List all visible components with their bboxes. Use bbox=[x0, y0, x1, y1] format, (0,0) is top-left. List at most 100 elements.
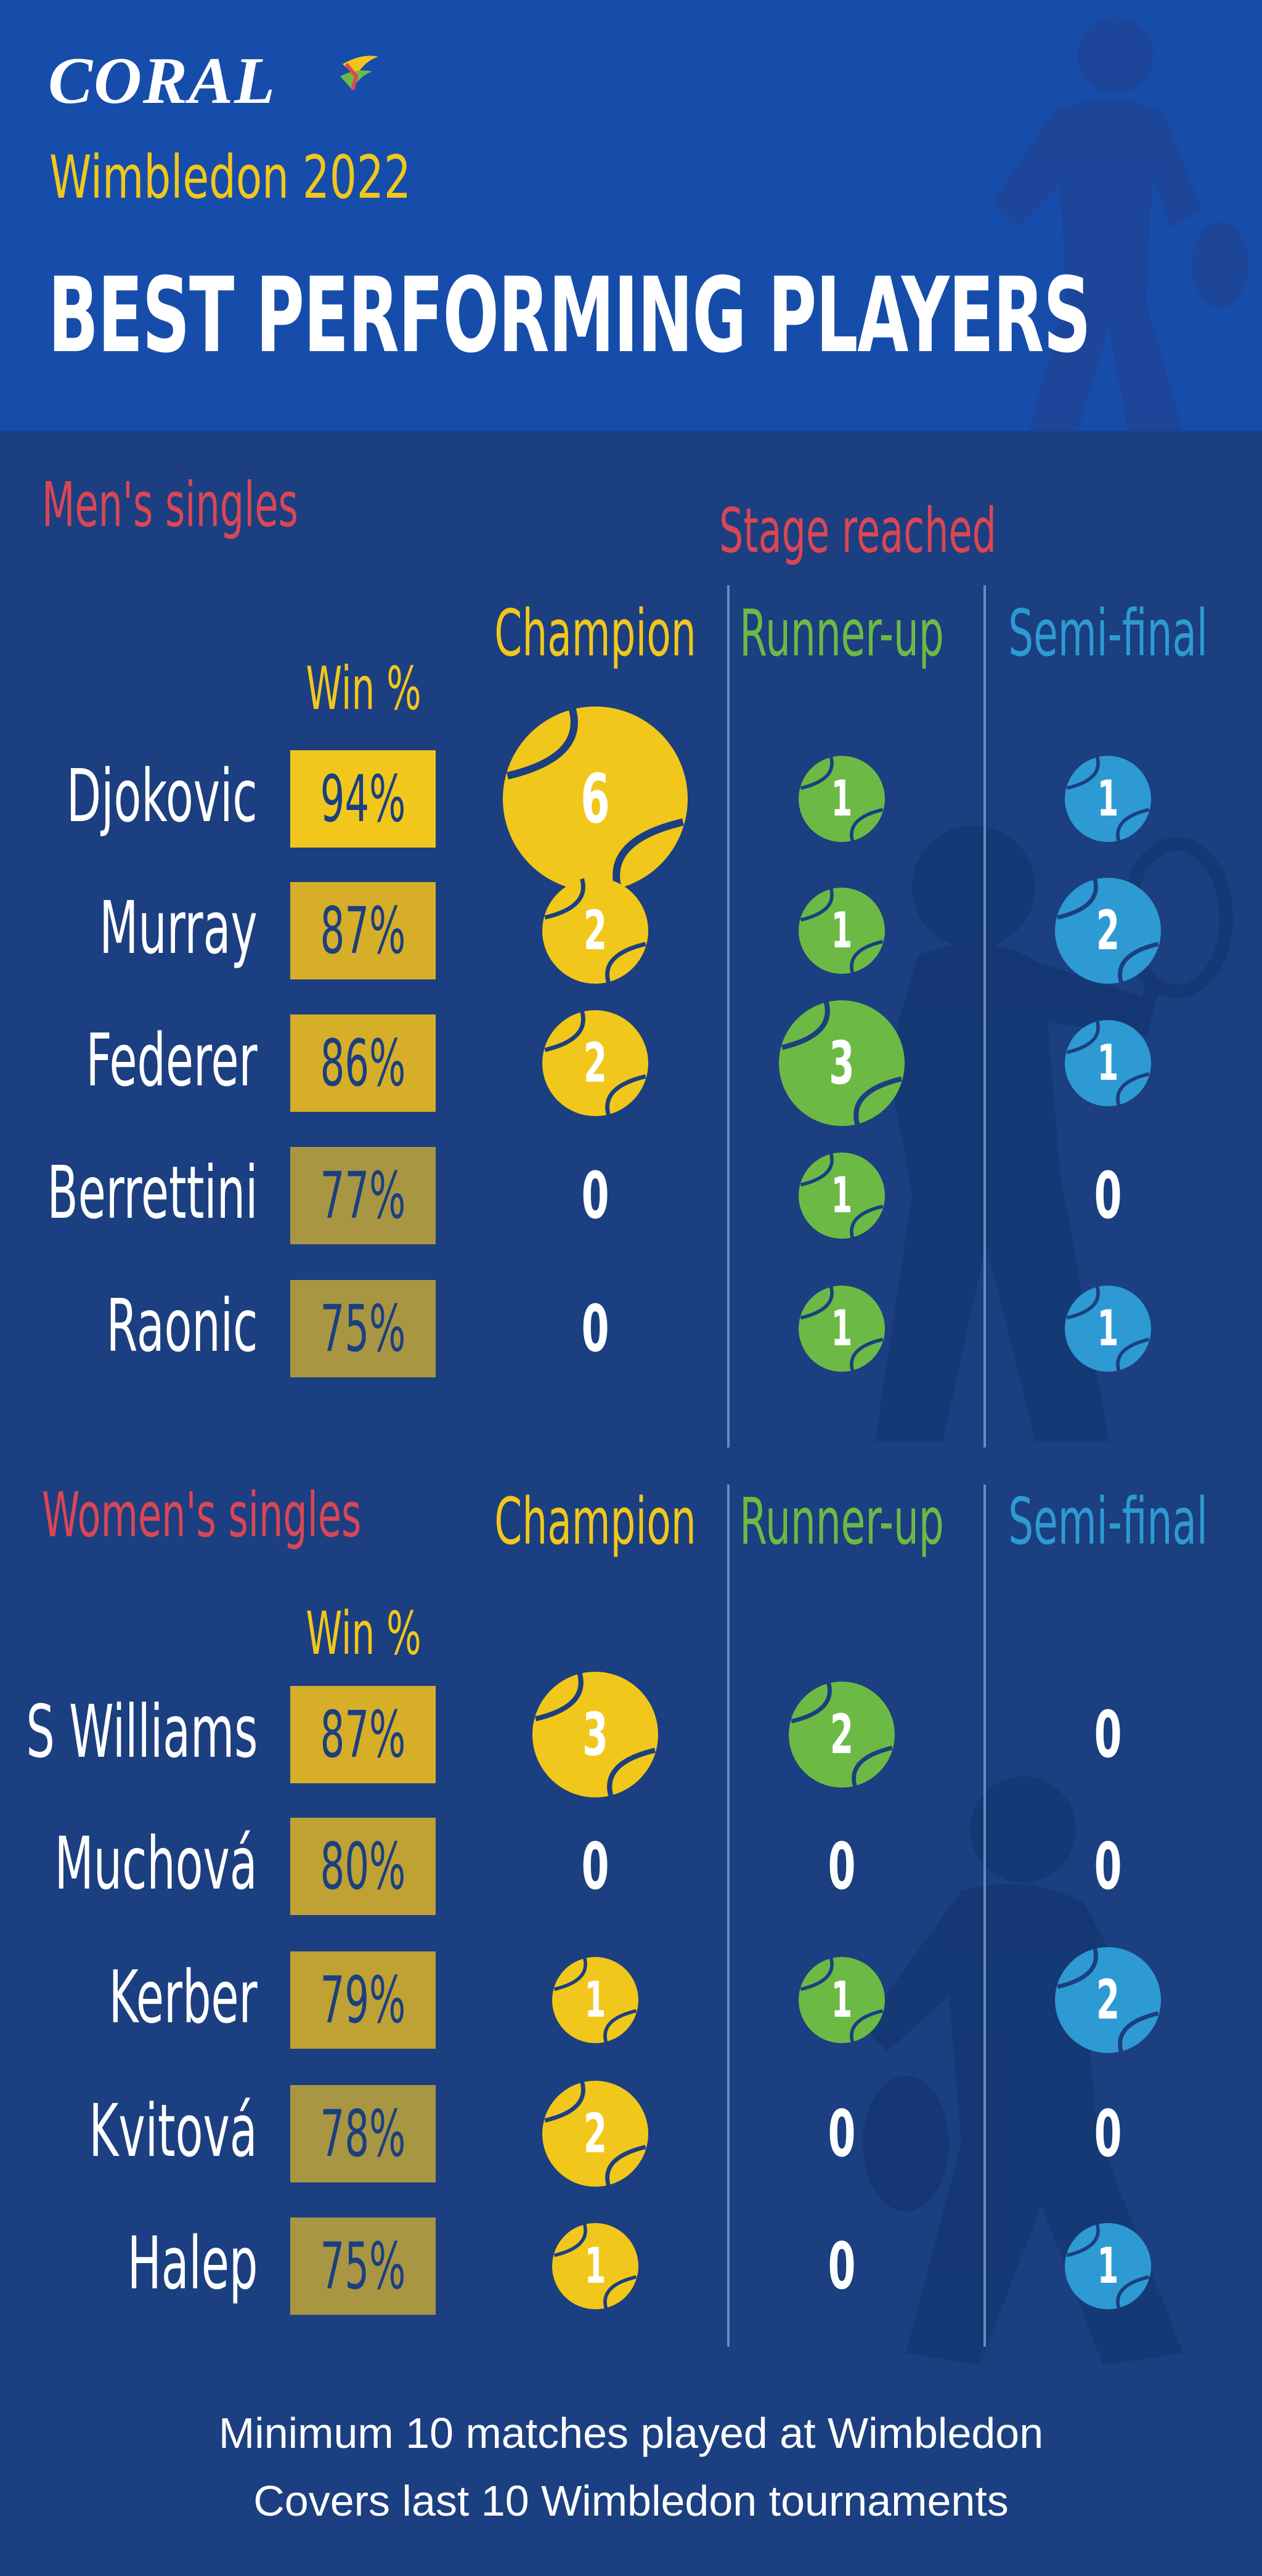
champion-count: 3 bbox=[582, 1700, 608, 1769]
champion-ball bbox=[532, 1672, 658, 1797]
player-name: Murray bbox=[99, 885, 258, 970]
win-pct-box: 80% bbox=[290, 1818, 436, 1915]
champion-column-header: Champion bbox=[494, 596, 696, 671]
player-silhouette-bottom bbox=[863, 1776, 1183, 2365]
stage-reached-label: Stage reached bbox=[719, 495, 997, 567]
runner-up-count: 0 bbox=[828, 2229, 856, 2304]
runner-up-count: 1 bbox=[831, 1971, 853, 2028]
semi-final-count: 0 bbox=[1094, 1829, 1122, 1904]
win-pct-box: 79% bbox=[290, 1951, 436, 2049]
semi-final-count: 0 bbox=[1094, 1697, 1122, 1772]
runner-up-count: 1 bbox=[831, 902, 853, 959]
page-title: BEST PERFORMING PLAYERS bbox=[48, 255, 1091, 376]
champion-ball bbox=[542, 2081, 648, 2187]
footer-note-1: Minimum 10 matches played at Wimbledon bbox=[218, 2409, 1044, 2457]
player-silhouette-middle bbox=[875, 825, 1233, 1441]
runner-up-ball bbox=[799, 1286, 885, 1372]
win-pct-box: 86% bbox=[290, 1015, 436, 1112]
win-pct-header: Win % bbox=[306, 654, 421, 723]
champion-count: 2 bbox=[584, 1031, 607, 1095]
runner-up-ball bbox=[779, 1000, 905, 1126]
champion-ball bbox=[542, 1010, 648, 1116]
player-name: Kerber bbox=[109, 1954, 258, 2039]
win-pct-value: 80% bbox=[320, 1829, 406, 1904]
win-pct-value: 75% bbox=[320, 2229, 406, 2304]
column-divider bbox=[983, 1484, 986, 2347]
win-pct-box: 77% bbox=[290, 1147, 436, 1244]
column-divider bbox=[727, 585, 730, 1448]
win-pct-value: 94% bbox=[320, 761, 406, 836]
semi-final-ball bbox=[1055, 1947, 1161, 2053]
semi-final-count: 2 bbox=[1096, 1968, 1120, 2031]
coral-logo-swoosh-icon bbox=[340, 55, 378, 91]
player-name: Federer bbox=[86, 1018, 258, 1103]
champion-count: 1 bbox=[584, 2237, 606, 2295]
win-pct-value: 79% bbox=[320, 1962, 406, 2038]
runner-up-ball bbox=[799, 756, 885, 842]
win-pct-value: 87% bbox=[320, 893, 406, 968]
win-pct-value: 77% bbox=[320, 1158, 406, 1233]
win-pct-box: 75% bbox=[290, 2218, 436, 2315]
runner-up-column-header: Runner-up bbox=[739, 596, 944, 671]
champion-column-header: Champion bbox=[494, 1484, 696, 1559]
champion-ball bbox=[552, 1957, 638, 2043]
champion-count: 0 bbox=[581, 1158, 609, 1233]
champion-count: 0 bbox=[581, 1829, 609, 1904]
champion-count: 2 bbox=[584, 2102, 607, 2165]
semi-final-ball bbox=[1065, 1286, 1151, 1372]
semi-final-count: 1 bbox=[1097, 1034, 1119, 1092]
win-pct-box: 78% bbox=[290, 2085, 436, 2182]
win-pct-value: 75% bbox=[320, 1291, 406, 1366]
runner-up-ball bbox=[799, 1957, 885, 2043]
subtitle: Wimbledon 2022 bbox=[49, 143, 411, 212]
champion-count: 1 bbox=[584, 1971, 606, 2028]
win-pct-box: 75% bbox=[290, 1280, 436, 1377]
column-divider bbox=[727, 1484, 730, 2347]
player-silhouette-top bbox=[992, 17, 1248, 431]
column-divider bbox=[983, 585, 986, 1448]
semi-final-count: 1 bbox=[1097, 770, 1119, 827]
win-pct-box: 87% bbox=[290, 882, 436, 979]
runner-up-count: 0 bbox=[828, 2096, 856, 2171]
semi-final-count: 0 bbox=[1094, 1158, 1122, 1233]
runner-up-count: 1 bbox=[831, 1167, 853, 1224]
coral-logo: CORAL bbox=[48, 44, 277, 118]
runner-up-ball bbox=[799, 888, 885, 974]
win-pct-value: 87% bbox=[320, 1697, 406, 1772]
semi-final-ball bbox=[1065, 756, 1151, 842]
semi-final-column-header: Semi-final bbox=[1008, 596, 1208, 671]
player-name: Raonic bbox=[106, 1283, 258, 1368]
player-name: Halep bbox=[127, 2221, 258, 2306]
champion-count: 0 bbox=[581, 1291, 609, 1366]
win-pct-header: Win % bbox=[306, 1599, 421, 1668]
player-name: Berrettini bbox=[47, 1150, 258, 1235]
runner-up-count: 3 bbox=[829, 1029, 855, 1098]
semi-final-count: 1 bbox=[1097, 2237, 1119, 2295]
runner-up-ball bbox=[789, 1682, 895, 1788]
semi-final-ball bbox=[1065, 2223, 1151, 2309]
win-pct-box: 87% bbox=[290, 1686, 436, 1783]
player-name: Djokovic bbox=[67, 753, 258, 838]
player-name: S Williams bbox=[26, 1689, 258, 1774]
footer-note-2: Covers last 10 Wimbledon tournaments bbox=[253, 2477, 1009, 2525]
player-name: Kvitová bbox=[89, 2088, 258, 2173]
semi-final-ball bbox=[1065, 1020, 1151, 1106]
semi-final-ball bbox=[1055, 878, 1161, 984]
champion-count: 6 bbox=[580, 759, 610, 838]
champion-count: 2 bbox=[584, 899, 607, 962]
runner-up-count: 1 bbox=[831, 1300, 853, 1357]
champion-ball bbox=[552, 2223, 638, 2309]
champion-ball bbox=[542, 878, 648, 984]
runner-up-count: 0 bbox=[828, 1829, 856, 1904]
win-pct-value: 86% bbox=[320, 1026, 406, 1101]
semi-final-count: 0 bbox=[1094, 2096, 1122, 2171]
semi-final-count: 2 bbox=[1096, 899, 1120, 962]
champion-ball bbox=[503, 707, 688, 891]
section-heading: Women's singles bbox=[42, 1479, 362, 1551]
win-pct-box: 94% bbox=[290, 750, 436, 848]
player-name: Muchová bbox=[55, 1821, 258, 1906]
runner-up-count: 1 bbox=[831, 770, 853, 827]
runner-up-ball bbox=[799, 1152, 885, 1239]
section-heading: Men's singles bbox=[42, 469, 298, 541]
semi-final-column-header: Semi-final bbox=[1008, 1484, 1208, 1559]
